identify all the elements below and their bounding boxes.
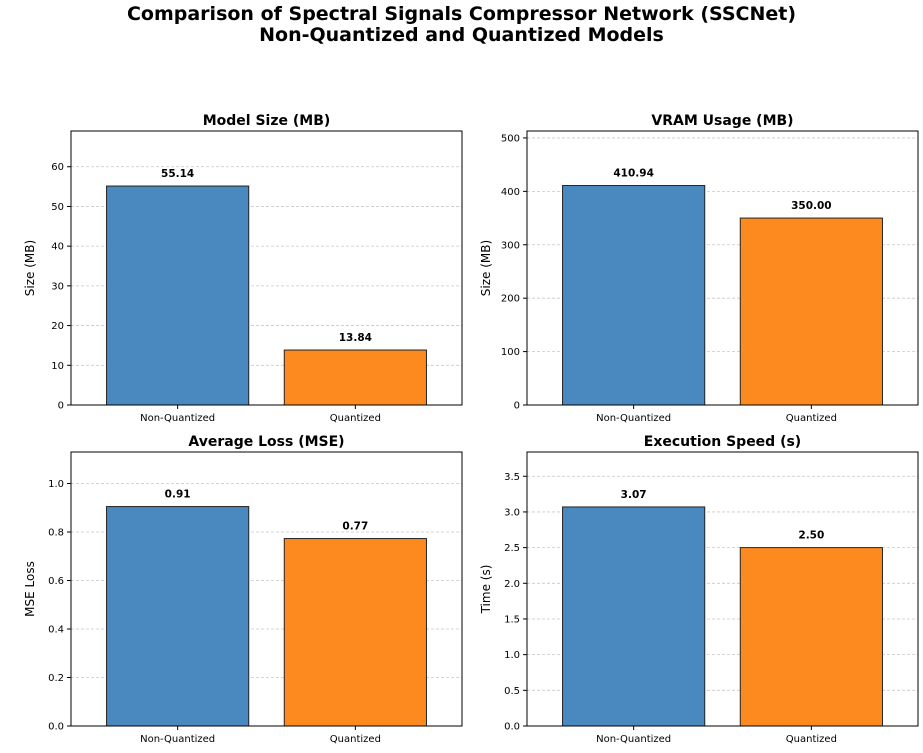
- bar: [562, 506, 706, 727]
- y-tick-label: 1.0: [504, 650, 520, 661]
- bar-value-label: 13.84: [339, 332, 372, 344]
- bar-value-label: 410.94: [613, 168, 654, 180]
- x-tick-label: Quantized: [330, 734, 381, 745]
- y-axis-label: Time (s): [479, 565, 493, 615]
- bar: [283, 538, 427, 727]
- y-tick-label: 3.0: [504, 507, 520, 518]
- x-tick-label: Quantized: [330, 413, 381, 424]
- subplot-title: Average Loss (MSE): [188, 434, 344, 450]
- y-tick-label: 400: [501, 187, 520, 198]
- x-tick-label: Quantized: [786, 413, 837, 424]
- y-tick-label: 100: [501, 347, 520, 358]
- y-tick-label: 30: [51, 281, 64, 292]
- bar-value-label: 55.14: [161, 168, 194, 180]
- x-tick-label: Non-Quantized: [140, 413, 215, 424]
- y-tick-label: 60: [51, 162, 64, 173]
- bar: [739, 547, 883, 727]
- y-tick-label: 0.5: [504, 686, 520, 697]
- y-tick-label: 2.0: [504, 579, 520, 590]
- y-tick-label: 0: [58, 401, 64, 412]
- bar-value-label: 0.77: [342, 521, 368, 533]
- y-tick-label: 3.5: [504, 472, 520, 483]
- axes-frame: [526, 130, 919, 406]
- y-tick-label: 0.0: [48, 722, 64, 733]
- subplot-title: Model Size (MB): [203, 113, 331, 129]
- y-tick-label: 500: [501, 133, 520, 144]
- bar: [106, 506, 250, 727]
- y-tick-label: 0.8: [48, 528, 64, 539]
- bar-value-label: 0.91: [165, 489, 191, 501]
- bar: [739, 217, 883, 406]
- y-tick-label: 1.5: [504, 614, 520, 625]
- y-tick-label: 20: [51, 321, 64, 332]
- y-axis-label: Size (MB): [479, 240, 493, 296]
- figure-title: Comparison of Spectral Signals Compresso…: [0, 4, 923, 46]
- bar-value-label: 3.07: [621, 489, 647, 501]
- axes-frame: [70, 451, 463, 727]
- y-tick-label: 40: [51, 242, 64, 253]
- bar: [562, 185, 706, 406]
- axes-frame: [70, 130, 463, 406]
- bar: [283, 349, 427, 406]
- figure-title-line-1: Comparison of Spectral Signals Compresso…: [126, 3, 797, 25]
- y-tick-label: 50: [51, 202, 64, 213]
- y-tick-label: 2.5: [504, 543, 520, 554]
- x-tick-label: Non-Quantized: [140, 734, 215, 745]
- subplot-title: Execution Speed (s): [644, 434, 801, 450]
- axes-frame: [526, 451, 919, 727]
- y-tick-label: 300: [501, 240, 520, 251]
- x-tick-label: Non-Quantized: [596, 734, 671, 745]
- y-axis-label: MSE Loss: [23, 561, 37, 617]
- y-tick-label: 0.2: [48, 673, 64, 684]
- y-axis-label: Size (MB): [23, 240, 37, 296]
- x-tick-label: Non-Quantized: [596, 413, 671, 424]
- y-tick-label: 0.6: [48, 576, 64, 587]
- bar-value-label: 2.50: [798, 530, 824, 542]
- y-tick-label: 1.0: [48, 479, 64, 490]
- figure-title-line-2: Non-Quantized and Quantized Models: [259, 24, 664, 46]
- y-tick-label: 10: [51, 361, 64, 372]
- y-tick-label: 200: [501, 294, 520, 305]
- y-tick-label: 0: [514, 401, 520, 412]
- bar-value-label: 350.00: [791, 200, 832, 212]
- bar: [106, 185, 250, 406]
- x-tick-label: Quantized: [786, 734, 837, 745]
- y-tick-label: 0.0: [504, 722, 520, 733]
- y-tick-label: 0.4: [48, 625, 64, 636]
- subplot-title: VRAM Usage (MB): [651, 113, 793, 129]
